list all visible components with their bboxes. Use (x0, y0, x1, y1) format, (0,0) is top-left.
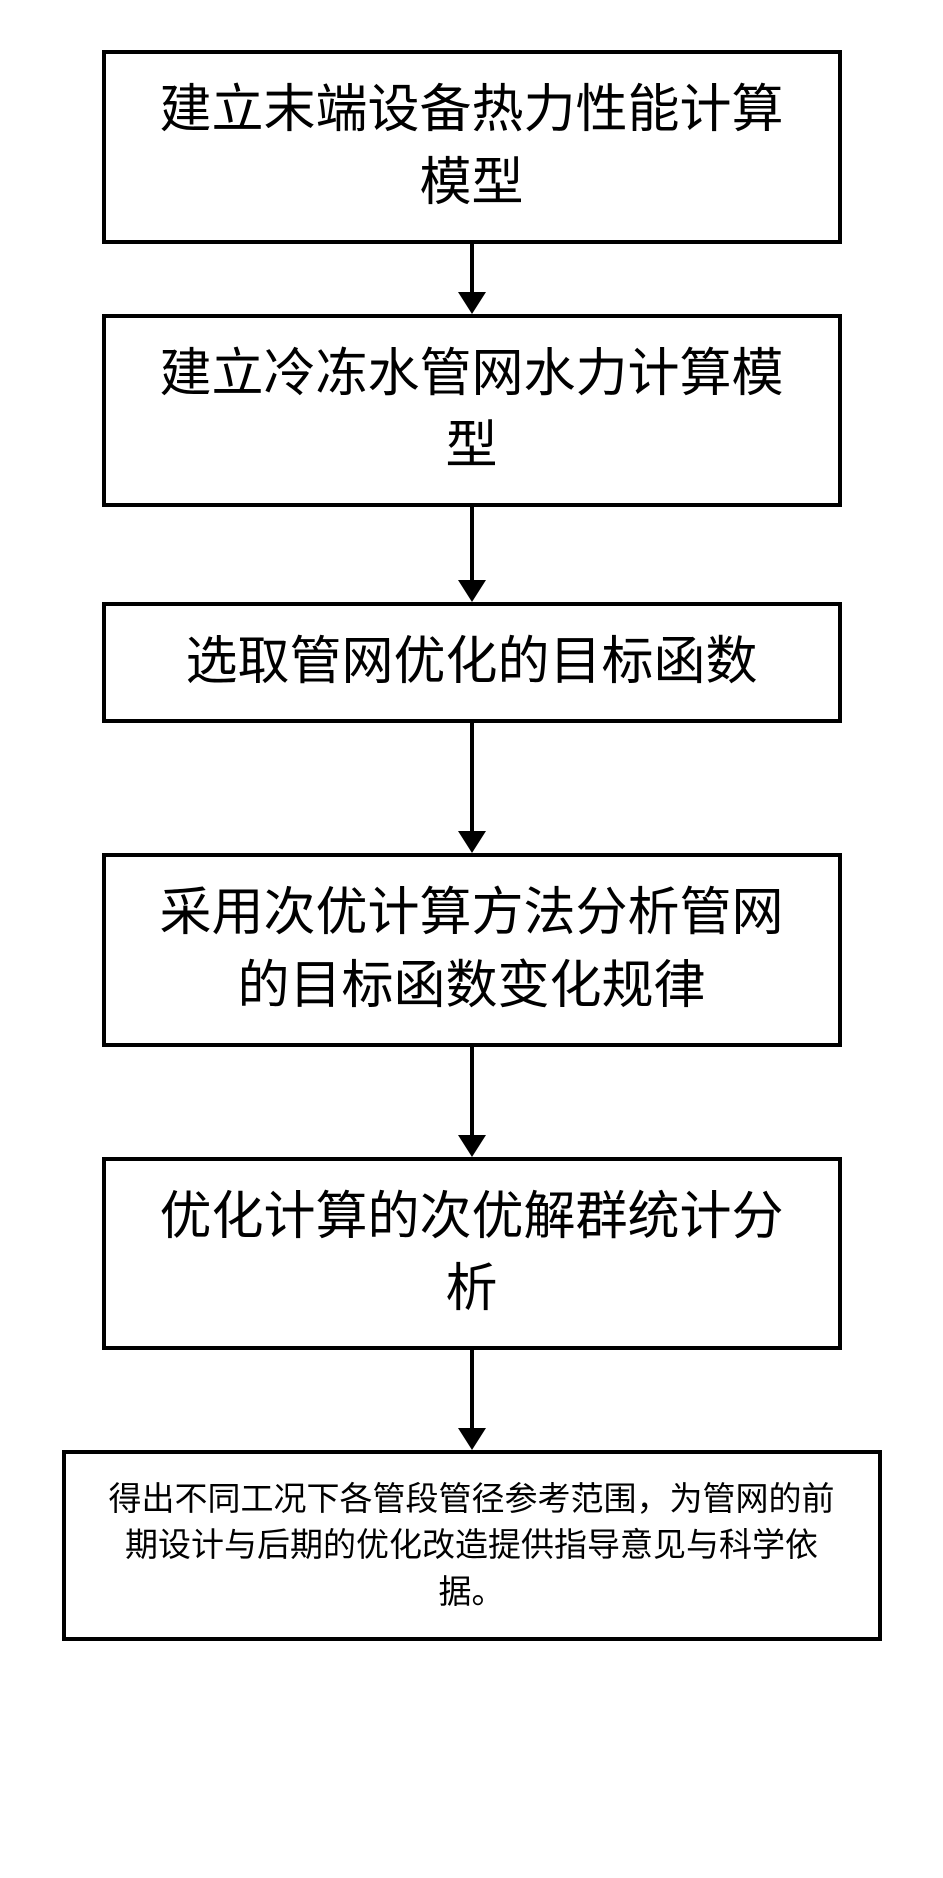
flowchart-arrow-5 (458, 1350, 486, 1450)
arrow-head-icon (458, 1428, 486, 1450)
arrow-head-icon (458, 1135, 486, 1157)
flowchart-arrow-1 (458, 244, 486, 314)
arrow-line (470, 1047, 474, 1135)
flowchart-node-5: 优化计算的次优解群统计分析 (102, 1157, 842, 1351)
arrow-head-icon (458, 292, 486, 314)
arrow-line (470, 507, 474, 580)
flowchart-node-2: 建立冷冻水管网水力计算模型 (102, 314, 842, 508)
flowchart-node-6: 得出不同工况下各管段管径参考范围，为管网的前期设计与后期的优化改造提供指导意见与… (62, 1450, 882, 1641)
arrow-line (470, 723, 474, 831)
flowchart-node-4: 采用次优计算方法分析管网的目标函数变化规律 (102, 853, 842, 1047)
arrow-head-icon (458, 831, 486, 853)
flowchart-container: 建立末端设备热力性能计算模型 建立冷冻水管网水力计算模型 选取管网优化的目标函数… (62, 50, 882, 1641)
arrow-head-icon (458, 580, 486, 602)
arrow-line (470, 1350, 474, 1428)
flowchart-node-3: 选取管网优化的目标函数 (102, 602, 842, 723)
flowchart-arrow-2 (458, 507, 486, 602)
flowchart-arrow-4 (458, 1047, 486, 1157)
flowchart-arrow-3 (458, 723, 486, 853)
arrow-line (470, 244, 474, 292)
flowchart-node-1: 建立末端设备热力性能计算模型 (102, 50, 842, 244)
